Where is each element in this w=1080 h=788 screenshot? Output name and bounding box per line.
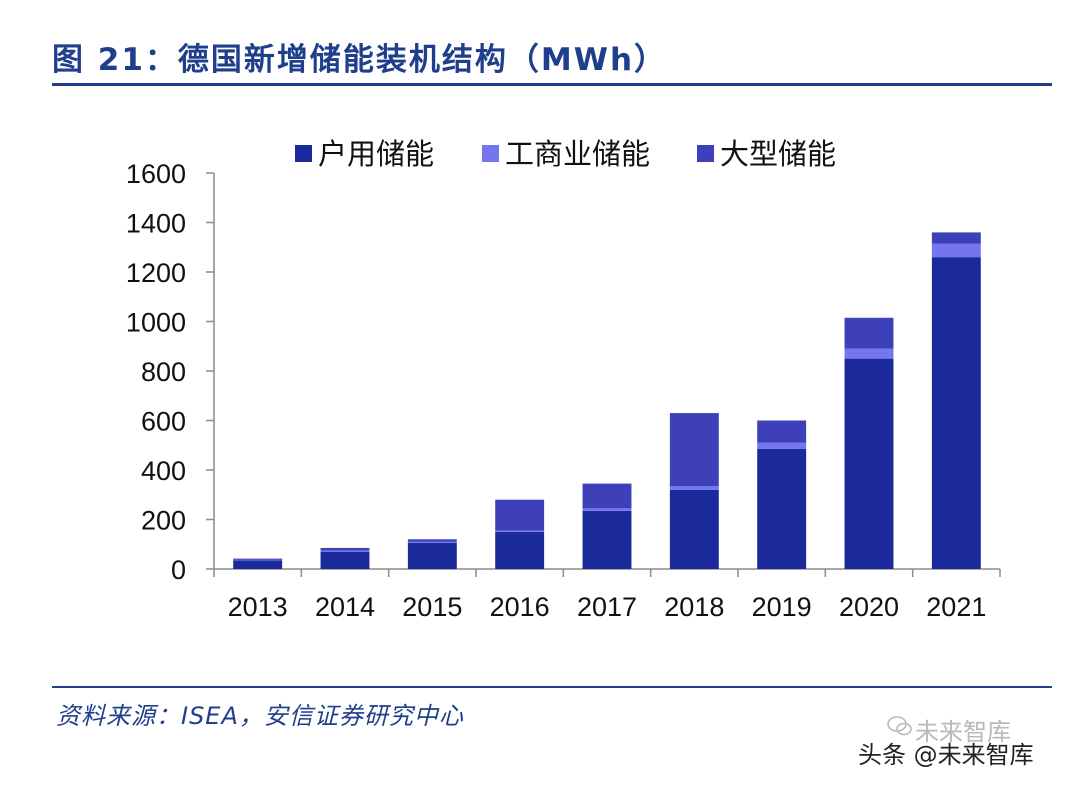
bar-segment-2 [495, 530, 545, 532]
bar-segment-2 [931, 243, 981, 258]
x-axis: 2013 2014 2015 2016 2017 2018 2019 2020 2021 [213, 568, 1001, 622]
bar-segment-2 [320, 550, 370, 552]
y-tick-label: 800 [141, 357, 186, 387]
y-tick-label: 200 [141, 506, 186, 536]
chart-title: 图 21：德国新增储能装机结构（MWh） [52, 42, 668, 78]
legend-swatch [482, 145, 499, 162]
bar-segment-3 [495, 499, 545, 531]
stacked-bar-chart: 户用储能 工商业储能 大型储能 0 200 400 600 800 1000 1200 1400 1… [126, 137, 1001, 622]
x-tick-label: 2020 [839, 592, 899, 622]
bar-segment-1 [407, 543, 457, 569]
bar-segment-2 [669, 486, 719, 490]
x-tick-label: 2015 [402, 592, 462, 622]
watermark-shadow: 未来智库 [915, 718, 1011, 746]
legend-label: 户用储能 [318, 137, 434, 171]
bar-segment-1 [320, 551, 370, 569]
x-tick-label: 2018 [664, 592, 724, 622]
x-tick-label: 2013 [228, 592, 288, 622]
bar-segment-3 [320, 547, 370, 551]
bar-segment-1 [669, 489, 719, 569]
y-tick-label: 400 [141, 456, 186, 486]
x-tick-label: 2014 [315, 592, 375, 622]
y-tick-label: 1000 [126, 308, 186, 338]
bar-segment-1 [844, 358, 894, 569]
bar-segment-2 [407, 541, 457, 544]
legend-label: 工商业储能 [505, 137, 650, 171]
wechat-icon [887, 716, 912, 736]
bar-segment-1 [582, 510, 632, 569]
legend: 户用储能 工商业储能 大型储能 [295, 137, 836, 171]
x-tick-label: 2017 [577, 592, 637, 622]
bar-segment-3 [844, 317, 894, 349]
bars [233, 232, 981, 569]
source-note: 资料来源：ISEA，安信证券研究中心 [56, 702, 464, 730]
bar-segment-3 [669, 413, 719, 487]
legend-swatch [295, 145, 312, 162]
bar-segment-1 [495, 531, 545, 569]
legend-label: 大型储能 [720, 137, 836, 171]
y-tick-label: 600 [141, 407, 186, 437]
x-tick-label: 2021 [926, 592, 986, 622]
bar-segment-2 [844, 348, 894, 359]
bar-segment-2 [582, 508, 632, 511]
y-tick-label: 1600 [126, 159, 186, 189]
x-tick-label: 2016 [490, 592, 550, 622]
bar-segment-3 [407, 539, 457, 542]
title-divider [52, 83, 1052, 86]
bar-segment-2 [757, 442, 807, 449]
bar-segment-1 [233, 560, 283, 569]
bar-segment-3 [233, 558, 283, 560]
x-tick-label: 2019 [752, 592, 812, 622]
y-tick-label: 1200 [126, 258, 186, 288]
bar-segment-3 [582, 483, 632, 509]
source-divider [52, 686, 1052, 688]
y-axis: 0 200 400 600 800 1000 1200 1400 1600 [126, 159, 215, 585]
watermark: 头条 @未来智库 [858, 741, 1034, 769]
y-tick-label: 1400 [126, 209, 186, 239]
bar-segment-1 [757, 448, 807, 569]
legend-swatch [697, 145, 714, 162]
y-tick-label: 0 [171, 555, 186, 585]
bar-segment-3 [931, 232, 981, 244]
bar-segment-1 [931, 257, 981, 569]
bar-segment-3 [757, 420, 807, 443]
